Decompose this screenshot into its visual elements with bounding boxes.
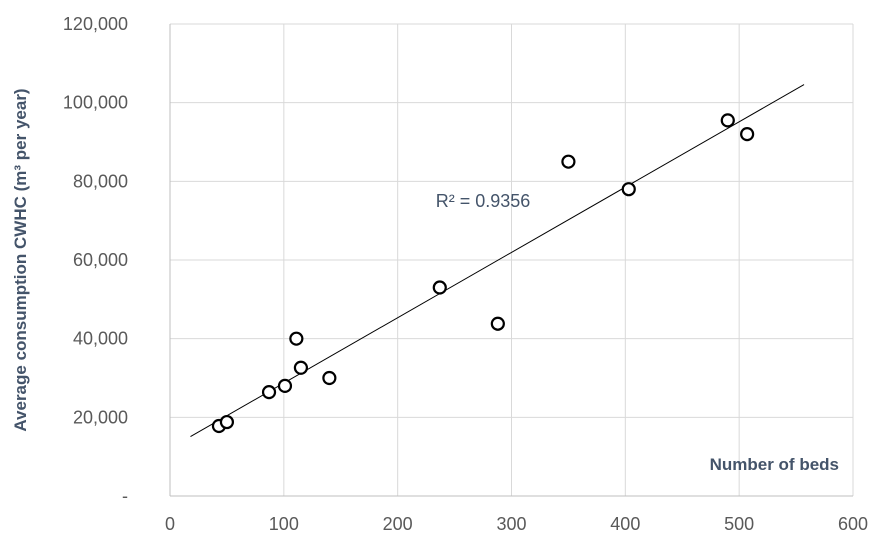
data-point (621, 182, 636, 197)
y-tick-label: 40,000 (73, 329, 128, 349)
linear-trendline (190, 84, 805, 438)
y-tick-label: 100,000 (63, 93, 128, 113)
x-tick-label: 0 (165, 514, 175, 534)
x-tick-label: 400 (610, 514, 640, 534)
labels: Average consumption CWHC (m³ per year) N… (11, 88, 839, 474)
x-tick-label: 300 (496, 514, 526, 534)
x-axis-title: Number of beds (710, 455, 839, 474)
axes: 0 100 200 300 400 500 600 - 20,000 40,000 60,000 80… (63, 14, 868, 534)
data-point (322, 370, 337, 386)
data-point (561, 154, 576, 169)
r-squared-annotation: R² = 0.9356 (436, 191, 531, 211)
data-point (720, 113, 735, 128)
data-points (211, 113, 755, 434)
grid (170, 23, 854, 496)
y-tick-label: 120,000 (63, 14, 128, 34)
trendline-group (190, 84, 805, 438)
data-point (277, 378, 293, 393)
y-tick-label: 60,000 (73, 250, 128, 270)
data-point (740, 127, 755, 142)
data-point (293, 360, 309, 375)
data-point (490, 316, 505, 331)
data-point (219, 414, 235, 430)
y-axis-title: Average consumption CWHC (m³ per year) (11, 88, 30, 431)
y-tick-label: 80,000 (73, 171, 128, 191)
x-tick-label: 100 (269, 514, 299, 534)
x-tick-label: 600 (838, 514, 868, 534)
data-point (432, 280, 447, 295)
x-tick-label: 500 (724, 514, 754, 534)
data-point (261, 385, 277, 400)
y-tick-label: - (122, 486, 128, 506)
data-point (289, 331, 304, 346)
x-tick-label: 200 (383, 514, 413, 534)
y-tick-label: 20,000 (73, 407, 128, 427)
